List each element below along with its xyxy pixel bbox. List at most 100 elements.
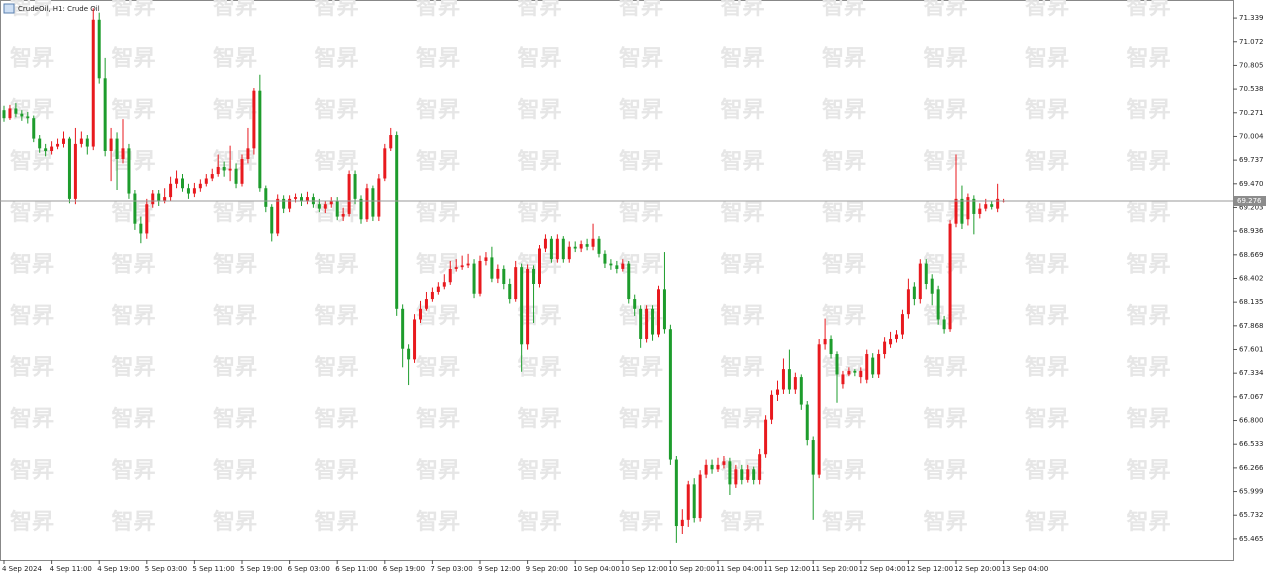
watermark: 智昇 [10, 509, 54, 535]
candle-body [460, 265, 464, 268]
watermark: 智昇 [416, 252, 460, 278]
candle-body [674, 459, 678, 527]
candle-body [478, 260, 482, 294]
candle-body [555, 238, 559, 260]
candle-body [151, 193, 155, 205]
candle-body [924, 263, 928, 284]
candle-body [538, 248, 541, 284]
watermark: 智昇 [112, 97, 156, 123]
watermark: 智昇 [721, 149, 765, 175]
y-tick-label: 67.868 [1239, 322, 1264, 330]
watermark: 智昇 [213, 0, 257, 20]
candle-body [900, 314, 904, 335]
y-tick-label: 67.601 [1239, 346, 1264, 354]
current-price-box [1234, 196, 1266, 207]
candle-body [139, 223, 143, 234]
chart-title: CrudeOil, H1: Crude Oil [18, 5, 100, 13]
candle-body [841, 374, 845, 385]
watermark: 智昇 [1025, 509, 1069, 535]
candle-body [186, 188, 190, 194]
watermark: 智昇 [1127, 46, 1171, 72]
watermark: 智昇 [213, 46, 257, 72]
y-tick-label: 68.402 [1239, 274, 1264, 282]
watermark: 智昇 [10, 252, 54, 278]
candle-body [234, 168, 238, 184]
watermark: 智昇 [1025, 355, 1069, 381]
watermark: 智昇 [1025, 97, 1069, 123]
y-tick-label: 66.800 [1239, 417, 1264, 425]
y-tick-label: 66.533 [1239, 440, 1264, 448]
watermark: 智昇 [518, 0, 562, 20]
candle-body [26, 116, 30, 119]
candle-body [32, 118, 36, 139]
watermark: 智昇 [924, 406, 968, 432]
watermark: 智昇 [1025, 252, 1069, 278]
candle-body [668, 329, 672, 460]
watermark: 智昇 [10, 458, 54, 484]
candle-body [97, 19, 101, 79]
candle-body [44, 148, 48, 151]
watermark: 智昇 [721, 509, 765, 535]
watermark: 智昇 [112, 458, 156, 484]
watermark: 智昇 [721, 303, 765, 329]
watermark: 智昇 [112, 252, 156, 278]
candle-body [198, 183, 202, 189]
candle-body [353, 174, 357, 199]
candle-body [79, 138, 83, 144]
candle-body [145, 204, 149, 234]
watermark: 智昇 [822, 252, 866, 278]
watermark: 智昇 [112, 509, 156, 535]
watermark: 智昇 [1127, 0, 1171, 20]
x-tick-label: 10 Sep 20:00 [668, 565, 715, 573]
candle-body [157, 193, 161, 202]
watermark: 智昇 [1127, 406, 1171, 432]
candle-body [954, 198, 958, 224]
watermark: 智昇 [315, 355, 359, 381]
watermark: 智昇 [10, 0, 54, 20]
y-tick-label: 66.266 [1239, 464, 1264, 472]
candle-body [532, 268, 536, 284]
candle-body [847, 370, 851, 375]
candle-body [787, 369, 791, 390]
watermark: 智昇 [721, 97, 765, 123]
watermark: 智昇 [416, 303, 460, 329]
candle-body [389, 135, 393, 149]
watermark: 智昇 [112, 355, 156, 381]
watermark: 智昇 [213, 200, 257, 226]
watermark: 智昇 [416, 458, 460, 484]
y-tick-label: 65.999 [1239, 488, 1264, 496]
candle-body [710, 464, 714, 470]
candle-body [823, 338, 827, 345]
candle-body [85, 138, 89, 147]
watermark: 智昇 [112, 406, 156, 432]
candle-body [377, 178, 381, 217]
y-tick-label: 67.067 [1239, 393, 1264, 401]
candle-body [793, 377, 797, 390]
x-tick-label: 6 Sep 19:00 [383, 565, 425, 573]
x-tick-label: 13 Sep 04:00 [1002, 565, 1049, 573]
candle-body [395, 135, 399, 309]
candle-body [401, 308, 405, 349]
watermark: 智昇 [518, 355, 562, 381]
candle-body [764, 419, 768, 455]
watermark: 智昇 [1025, 303, 1069, 329]
candle-body [407, 348, 411, 360]
candle-body [966, 197, 970, 220]
watermark: 智昇 [1025, 46, 1069, 72]
y-tick-label: 70.271 [1239, 109, 1264, 117]
watermark: 智昇 [619, 97, 663, 123]
y-tick-label: 71.072 [1239, 38, 1264, 46]
candle-body [436, 286, 440, 292]
candle-body [496, 268, 500, 279]
watermark: 智昇 [213, 303, 257, 329]
candle-body [662, 289, 666, 330]
y-tick-label: 69.737 [1239, 156, 1264, 164]
y-tick-label: 68.936 [1239, 227, 1264, 235]
candle-body [335, 200, 339, 217]
x-tick-label: 11 Sep 04:00 [716, 565, 763, 573]
candle-body [936, 289, 940, 320]
candle-body [204, 178, 208, 184]
candle-body [67, 138, 71, 199]
watermark: 智昇 [1127, 458, 1171, 484]
